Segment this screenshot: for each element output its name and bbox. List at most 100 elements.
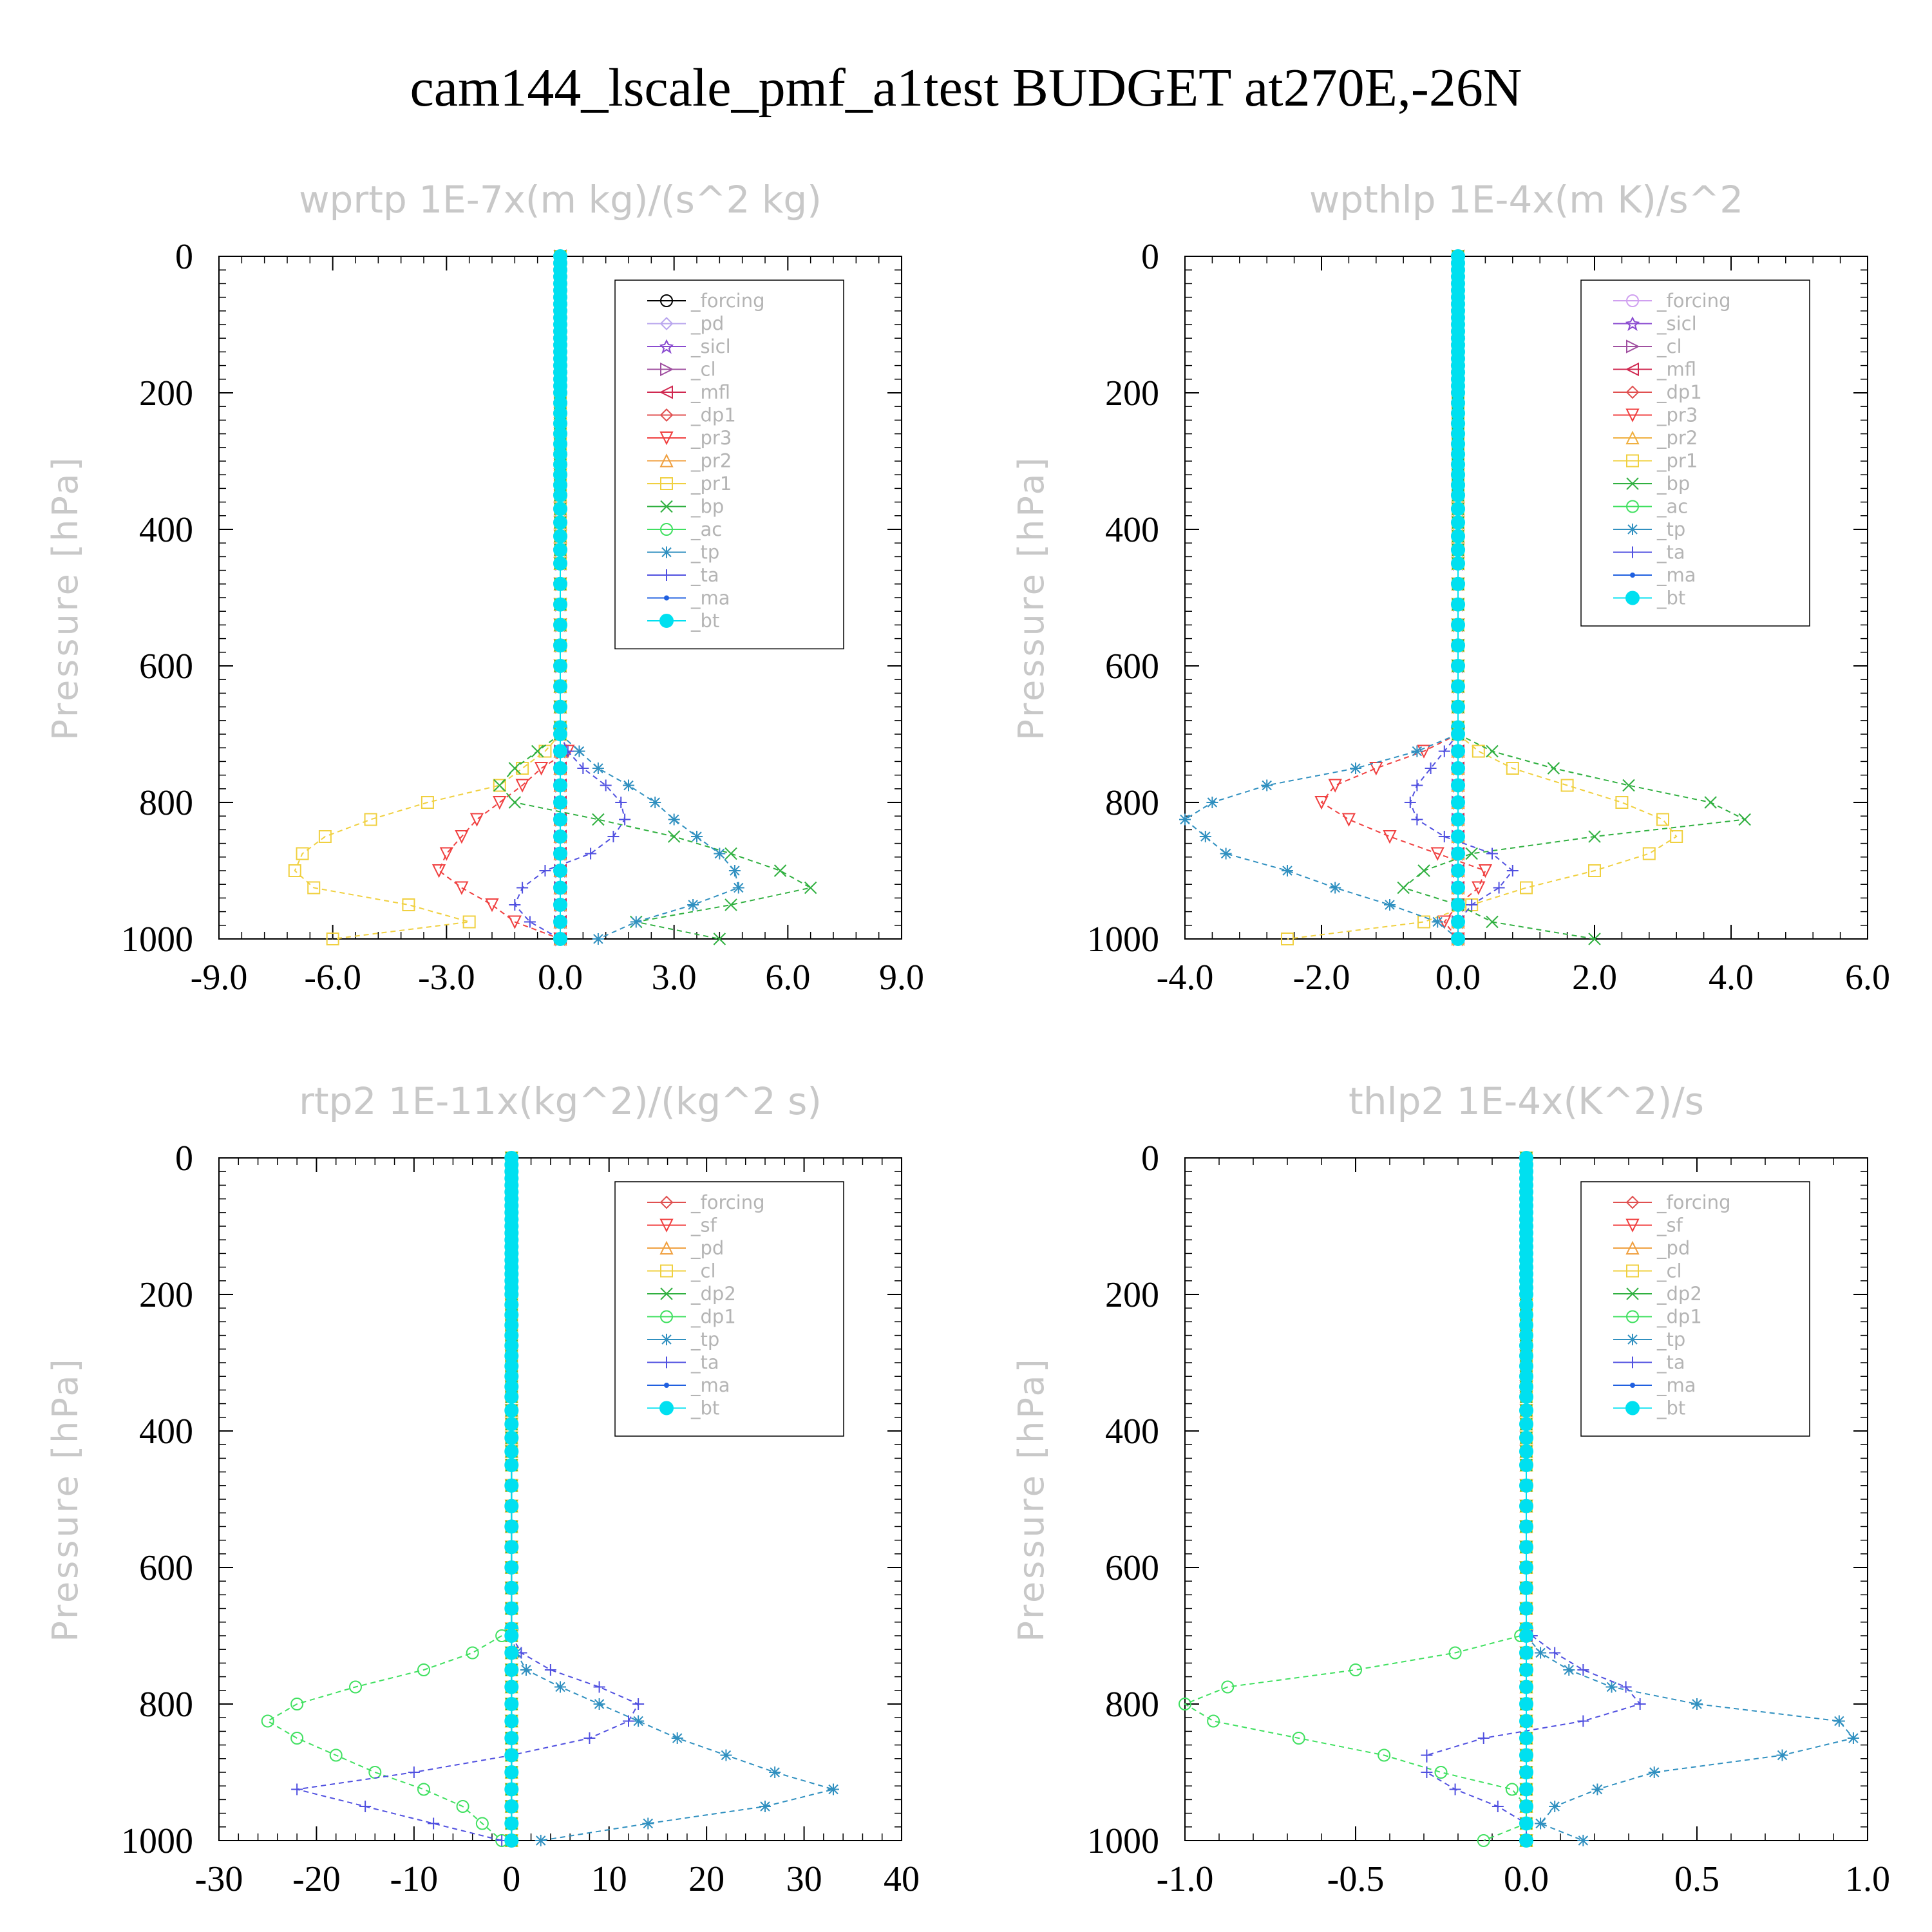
data-point-ta (1425, 762, 1437, 774)
legend-label: _pr2 (1656, 427, 1698, 449)
x-tick-label: 9.0 (879, 958, 924, 998)
data-point-ta (619, 813, 631, 826)
x-tick-label: 0.0 (1435, 958, 1481, 998)
data-point-tp (1691, 1698, 1703, 1710)
data-point-tp (1577, 1835, 1589, 1846)
data-point-pr1 (1560, 779, 1574, 792)
data-point-ta (544, 1664, 556, 1676)
data-point-ta (516, 882, 529, 894)
data-point-bt (504, 1816, 519, 1831)
data-point-tp (642, 1817, 654, 1830)
data-point-ta (593, 1681, 605, 1693)
data-point-bt (1451, 761, 1465, 775)
legend-label: _pr2 (690, 450, 732, 472)
data-point-bt (553, 618, 567, 632)
series-tp (506, 1630, 839, 1846)
data-point-bt (1519, 1540, 1533, 1555)
data-point-pr1 (1506, 762, 1519, 775)
legend-marker (660, 1287, 673, 1300)
data-point-bt (553, 761, 567, 775)
data-point-tp (1847, 1732, 1859, 1744)
data-point-tp (668, 813, 680, 826)
series-bt (1451, 727, 1465, 946)
data-point-pr3 (1383, 830, 1397, 844)
legend-box (614, 279, 844, 650)
data-point-pr1 (296, 847, 309, 860)
legend-label: _forcing (1656, 290, 1731, 312)
legend-label: _cl (690, 359, 716, 381)
x-tick-label: 2.0 (1572, 958, 1617, 998)
data-point-tp (1648, 1766, 1660, 1778)
data-point-dp1 (1349, 1663, 1362, 1676)
legend-label: _bt (1656, 1397, 1685, 1419)
data-point-pr3 (439, 847, 453, 861)
data-point-bt (1519, 1663, 1533, 1677)
data-point-bt (1519, 1560, 1533, 1575)
x-tick-label: -6.0 (304, 958, 361, 998)
data-point-bt (553, 898, 567, 912)
legend-marker (659, 453, 674, 468)
data-point-dp1 (349, 1680, 362, 1694)
legend-marker (1626, 1287, 1639, 1300)
x-tick-label: 1.0 (1845, 1859, 1890, 1899)
series-tp (554, 728, 744, 945)
data-point-bt (1519, 1478, 1533, 1493)
legend-marker (1626, 477, 1639, 490)
data-point-tp (1384, 899, 1396, 911)
y-tick-label: 600 (139, 647, 193, 687)
data-point-tp (623, 779, 634, 791)
data-point-ta (1577, 1715, 1589, 1727)
data-point-dp1 (1221, 1680, 1235, 1694)
series-bp (493, 728, 817, 945)
data-point-bt (1451, 795, 1465, 810)
data-point-bt (1519, 1580, 1533, 1595)
data-point-bt (553, 529, 567, 544)
y-tick-label: 0 (1141, 237, 1159, 277)
legend-label: _pr3 (1656, 404, 1698, 426)
data-point-pr1 (462, 915, 476, 929)
legend-marker (1625, 591, 1640, 605)
data-point-tp (592, 762, 604, 774)
x-tick-label: -3.0 (418, 958, 475, 998)
data-point-pr3 (1341, 813, 1356, 827)
data-point-pr1 (288, 864, 301, 877)
data-point-tp (593, 1698, 605, 1710)
data-point-bp (1738, 813, 1751, 826)
data-point-tp (1179, 813, 1191, 826)
legend-marker (659, 408, 674, 422)
data-point-bt (1451, 502, 1465, 516)
data-point-bt (553, 727, 567, 741)
data-point-bt (1451, 812, 1465, 827)
data-point-tp (691, 831, 703, 842)
data-point-bt (553, 864, 567, 878)
legend-label: _forcing (690, 1191, 765, 1213)
chart-wprtp: wprtp 1E-7x(m kg)/(s^2 kg) Pressure [hPa]… (45, 178, 924, 998)
data-point-bt (1519, 1499, 1533, 1513)
legend-label: _mfl (690, 381, 730, 403)
legend: _forcing_pd_sicl_cl_mfl_dp1_pr3_pr2_pr1_… (614, 279, 844, 650)
legend-label: _bp (690, 496, 724, 518)
y-tick-label: 400 (139, 1412, 193, 1452)
data-point-bt (1519, 1714, 1533, 1728)
legend-label: _sicl (690, 336, 731, 357)
data-point-tp (630, 916, 642, 928)
data-point-ta (607, 831, 620, 842)
data-point-ta (1549, 1647, 1561, 1659)
data-point-ta (600, 779, 612, 791)
series-line-dp1 (266, 1635, 502, 1841)
data-point-pr3 (431, 864, 446, 878)
data-point-bt (1519, 1417, 1533, 1432)
y-tick-label: 200 (1105, 374, 1159, 413)
legend-marker (1626, 500, 1639, 513)
legend-label: _tp (1656, 1329, 1685, 1350)
data-point-tp (1833, 1715, 1845, 1727)
y-tick-label: 1000 (1087, 1821, 1159, 1861)
legend-marker (660, 477, 673, 490)
data-point-tp (632, 1715, 645, 1727)
data-point-tp (1206, 797, 1218, 808)
data-point-bt (1451, 829, 1465, 844)
data-point-bt (1451, 618, 1465, 632)
data-point-bp (1588, 933, 1601, 945)
data-point-pr1 (1417, 915, 1430, 929)
data-point-dp1 (261, 1714, 274, 1728)
